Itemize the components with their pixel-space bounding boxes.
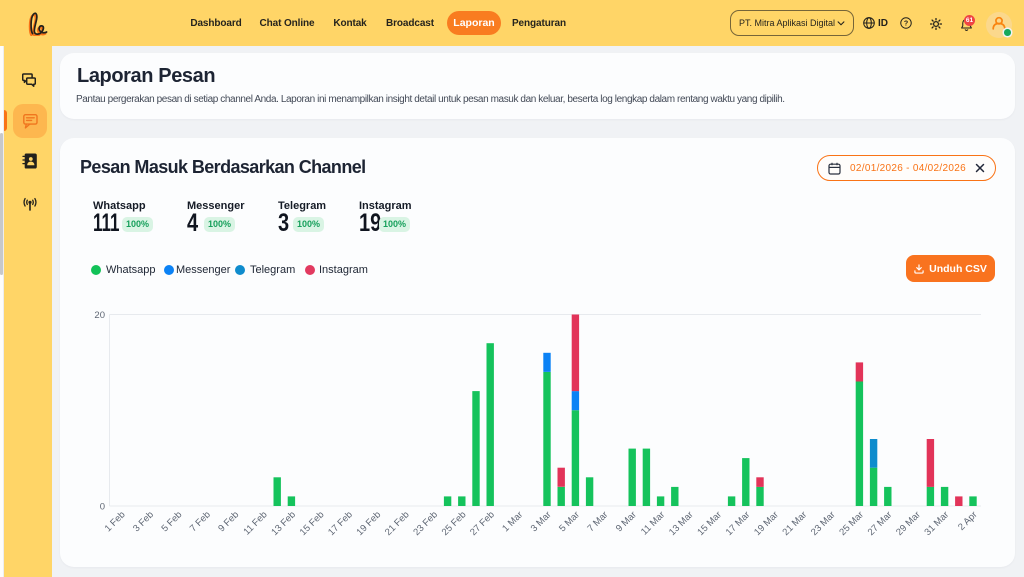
svg-text:13 Mar: 13 Mar xyxy=(667,509,696,538)
svg-text:11 Feb: 11 Feb xyxy=(241,509,269,537)
svg-text:9 Feb: 9 Feb xyxy=(216,509,241,534)
svg-text:23 Mar: 23 Mar xyxy=(809,509,838,538)
svg-text:17 Feb: 17 Feb xyxy=(326,509,355,538)
svg-text:3 Feb: 3 Feb xyxy=(131,509,156,534)
svg-text:?: ? xyxy=(904,20,908,28)
svg-text:7 Feb: 7 Feb xyxy=(188,509,213,534)
svg-text:27 Mar: 27 Mar xyxy=(866,509,895,538)
svg-text:31 Mar: 31 Mar xyxy=(923,509,952,538)
svg-text:25 Mar: 25 Mar xyxy=(837,509,866,538)
svg-text:17 Mar: 17 Mar xyxy=(724,509,753,538)
svg-text:20: 20 xyxy=(94,310,105,321)
svg-text:21 Feb: 21 Feb xyxy=(383,509,412,538)
svg-text:25 Feb: 25 Feb xyxy=(440,509,469,538)
svg-text:2 Apr: 2 Apr xyxy=(956,509,979,532)
svg-text:0: 0 xyxy=(100,502,105,513)
svg-text:11 Mar: 11 Mar xyxy=(639,509,667,537)
svg-text:19 Feb: 19 Feb xyxy=(355,509,384,538)
svg-text:7 Mar: 7 Mar xyxy=(585,509,610,534)
svg-text:13 Feb: 13 Feb xyxy=(269,509,298,538)
svg-text:15 Mar: 15 Mar xyxy=(695,509,724,538)
svg-text:1 Mar: 1 Mar xyxy=(500,509,525,534)
svg-text:1 Feb: 1 Feb xyxy=(103,509,128,534)
svg-text:5 Feb: 5 Feb xyxy=(159,509,184,534)
svg-text:23 Feb: 23 Feb xyxy=(411,509,440,538)
svg-text:3 Mar: 3 Mar xyxy=(529,509,554,534)
svg-text:9 Mar: 9 Mar xyxy=(614,509,639,534)
svg-text:21 Mar: 21 Mar xyxy=(781,509,810,538)
svg-text:19 Mar: 19 Mar xyxy=(752,509,781,538)
svg-text:15 Feb: 15 Feb xyxy=(298,509,327,538)
svg-text:5 Mar: 5 Mar xyxy=(557,509,582,534)
svg-text:29 Mar: 29 Mar xyxy=(894,509,923,538)
svg-text:27 Feb: 27 Feb xyxy=(468,509,497,538)
